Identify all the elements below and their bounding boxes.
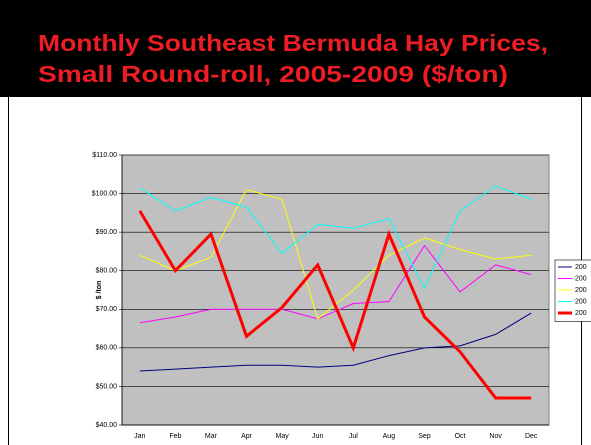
- y-tick-label: $90.00: [96, 229, 118, 236]
- plot-area: [121, 154, 550, 426]
- x-tick-label: Aug: [383, 433, 396, 440]
- y-tick-label: $40.00: [96, 422, 118, 429]
- x-tick-label: May: [276, 433, 290, 440]
- x-tick-label: Sep: [418, 433, 431, 440]
- title-line: Monthly Southeast Bermuda Hay Prices,: [38, 30, 548, 56]
- y-tick-label: $110.00: [92, 152, 117, 159]
- x-tick-label: Oct: [455, 433, 466, 440]
- x-tick-label: Feb: [169, 433, 181, 440]
- header-band: [0, 0, 591, 97]
- x-tick-label: Jan: [134, 433, 145, 440]
- y-axis-label: $ /ton: [96, 281, 103, 300]
- x-tick-label: Apr: [241, 433, 253, 440]
- legend-label: 200: [575, 310, 587, 317]
- y-tick-label: $70.00: [96, 306, 118, 313]
- y-tick-label: $100.00: [92, 190, 117, 197]
- series-line: [139, 312, 532, 372]
- series-line: [138, 210, 532, 400]
- x-tick-label: Jul: [349, 433, 358, 440]
- legend-label: 200: [575, 287, 587, 294]
- legend-box: [554, 259, 591, 322]
- y-tick-label: $60.00: [96, 345, 118, 352]
- title-line: Small Round-roll, 2005-2009 ($/ton): [38, 61, 508, 87]
- x-tick-label: Dec: [525, 433, 538, 440]
- series-line: [139, 185, 532, 290]
- legend-label: 200: [575, 264, 587, 271]
- x-tick-label: Mar: [205, 433, 218, 440]
- legend-label: 200: [575, 298, 587, 305]
- legend-label: 200: [575, 275, 587, 282]
- y-tick-label: $80.00: [96, 268, 118, 275]
- x-tick-label: Nov: [489, 433, 502, 440]
- series-line: [139, 244, 532, 324]
- x-tick-label: Jun: [312, 433, 323, 440]
- y-tick-label: $50.00: [96, 383, 118, 390]
